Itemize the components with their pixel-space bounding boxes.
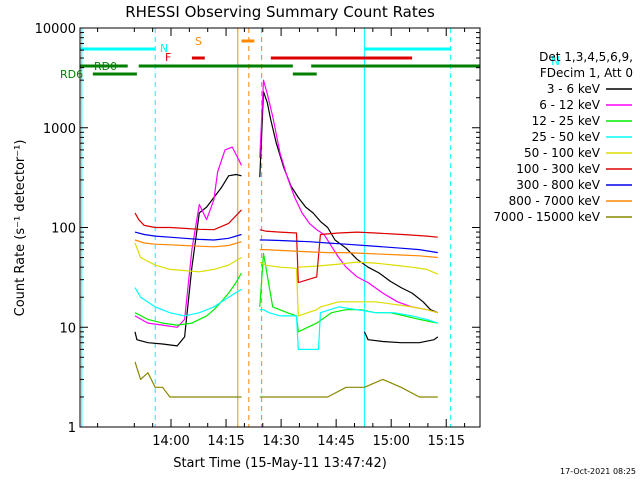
x-axis-label: Start Time (15-May-11 13:47:42) [173, 456, 387, 471]
legend-label-6-12-kev: 6 - 12 keV [539, 98, 601, 112]
series-800-7000-kev-line-1 [259, 249, 438, 259]
series-100-300-kev-line-0 [134, 209, 242, 231]
y-tick-label-1: 10 [59, 321, 76, 336]
legend-header-line-1: Det 1,3,4,5,6,9, [539, 50, 633, 64]
series-7000-15000-kev-line-0 [134, 361, 242, 398]
x-tick-label-4: 15:00 [372, 434, 409, 449]
x-tick-label-1: 14:15 [207, 434, 244, 449]
series-12-25-kev-line-0 [134, 272, 243, 326]
x-tick-label-5: 15:15 [428, 434, 465, 449]
series-50-100-kev-line-0 [134, 242, 242, 273]
series-3-6-kev-line-0 [134, 173, 242, 347]
chart-title: RHESSI Observing Summary Count Rates [125, 3, 435, 21]
flag-label-f: F [165, 51, 171, 64]
series-3-6-kev-line-1 [259, 91, 439, 314]
series-800-7000-kev-line-0 [134, 239, 242, 248]
series-100-300-kev-line-1 [259, 229, 438, 284]
legend-label-25-50-kev: 25 - 50 keV [532, 130, 601, 144]
legend-header-line-2: FDecim 1, Att 0 [540, 66, 633, 80]
y-tick-label-4: 10000 [35, 22, 76, 37]
series-300-800-kev-line-1 [259, 239, 438, 254]
series-300-800-kev-line-0 [134, 231, 242, 241]
flag-label-rd0: RD0 [94, 60, 117, 73]
series-25-50-kev-line-1 [259, 306, 438, 350]
legend-label-100-300-kev: 100 - 300 keV [516, 162, 600, 176]
series-layer [134, 79, 439, 398]
x-tick-label-0: 14:00 [152, 434, 189, 449]
y-tick-label-3: 1000 [43, 122, 76, 137]
series-50-100-kev-line-2 [298, 261, 439, 275]
y-tick-label-2: 100 [51, 222, 76, 237]
plot-frame [79, 27, 481, 428]
axes-layer: 1 10 100 1000 10000 14:00 14:15 14:30 14:45 15:00… [35, 22, 480, 449]
flag-label-n: N [551, 54, 560, 68]
y-tick-label-0: 1 [68, 421, 76, 436]
flag-label-n-inline: N [160, 42, 168, 55]
series-6-12-kev-line-1 [259, 79, 438, 314]
x-tick-label-3: 14:45 [317, 434, 354, 449]
series-6-12-kev-line-0 [134, 146, 243, 328]
series-3-6-kev-line-2 [363, 331, 439, 344]
legend: Det 1,3,4,5,6,9, FDecim 1, Att 0 3 - 6 k… [493, 50, 633, 224]
legend-label-50-100-kev: 50 - 100 keV [524, 146, 601, 160]
flag-label-rd6: RD6 [60, 68, 83, 81]
series-25-50-kev-line-0 [134, 287, 242, 317]
footer-timestamp: 17-Oct-2021 08:25 [560, 467, 636, 476]
legend-label-7000-15000-kev: 7000 - 15000 keV [493, 210, 600, 224]
legend-label-12-25-kev: 12 - 25 keV [532, 114, 601, 128]
legend-label-300-800-kev: 300 - 800 keV [516, 178, 600, 192]
series-12-25-kev-line-1 [259, 252, 438, 333]
legend-label-800-7000-kev: 800 - 7000 keV [509, 194, 601, 208]
legend-label-3-6-kev: 3 - 6 keV [547, 82, 601, 96]
vertical-markers-layer [81, 28, 452, 427]
y-axis-label: Count Rate (s⁻¹ detector⁻¹) [13, 140, 28, 317]
x-tick-label-2: 14:30 [262, 434, 299, 449]
series-50-100-kev-line-1 [259, 261, 438, 317]
flag-bars-layer [80, 39, 480, 76]
flag-label-s: S [195, 35, 202, 48]
series-7000-15000-kev-line-1 [259, 378, 438, 398]
